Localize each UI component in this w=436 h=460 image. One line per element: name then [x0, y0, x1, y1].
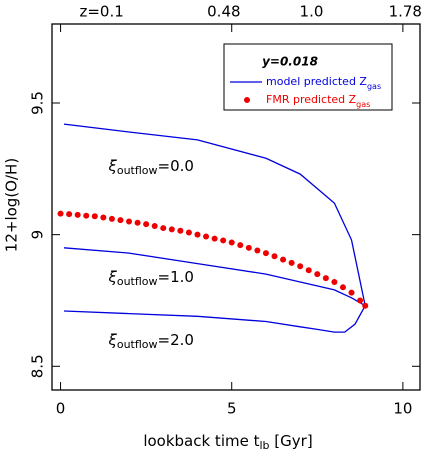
legend-subscript: gas — [356, 100, 370, 109]
fmr-point — [83, 212, 90, 219]
fmr-point — [91, 213, 98, 220]
fmr-point — [237, 242, 244, 249]
fmr-point — [314, 271, 321, 278]
annotation-text: =2.0 — [158, 330, 194, 348]
model-curve — [63, 305, 366, 333]
x-tick-label: 10 — [393, 400, 412, 418]
x2-tick-label: z=0.1 — [79, 3, 123, 21]
legend-swatch — [244, 97, 250, 103]
fmr-point — [297, 263, 304, 270]
x2-tick-label: 1.0 — [300, 3, 324, 21]
fmr-point — [151, 222, 158, 229]
annotation: ξoutflow=0.0 — [107, 157, 193, 178]
fmr-point — [280, 256, 287, 263]
fmr-point — [177, 227, 184, 234]
fmr-point — [203, 233, 210, 240]
fmr-point — [168, 226, 175, 233]
model-curve — [63, 123, 366, 306]
legend-label: model predicted Zgas — [266, 75, 381, 91]
fmr-point — [185, 229, 192, 236]
fmr-point — [194, 231, 201, 238]
fmr-point — [262, 250, 269, 257]
fmr-point — [108, 215, 115, 222]
fmr-point — [220, 237, 227, 244]
annotation-text: =0.0 — [158, 157, 194, 175]
fmr-point — [74, 211, 81, 218]
fmr-point — [134, 219, 141, 226]
x-tick-label: 5 — [227, 400, 237, 418]
x-tick-label: 0 — [56, 400, 66, 418]
fmr-point — [100, 214, 107, 221]
legend-label: FMR predicted Zgas — [266, 93, 370, 109]
fmr-point — [322, 275, 329, 282]
legend-text: model predicted Z — [266, 75, 367, 88]
legend-text: FMR predicted Z — [266, 93, 357, 106]
legend-box — [223, 43, 393, 111]
fmr-point — [57, 210, 64, 217]
annotation-symbol: ξ — [107, 330, 117, 348]
fmr-point — [126, 218, 133, 225]
fmr-point — [117, 217, 124, 224]
x2-tick-label: 1.78 — [389, 3, 422, 21]
fmr-point — [245, 244, 252, 251]
x-axis-label: lookback time tlb [Gyr] — [143, 432, 312, 453]
y-tick-label: 9.5 — [29, 91, 47, 115]
fmr-point — [331, 279, 338, 286]
fmr-point — [339, 284, 346, 291]
plot-frame — [51, 23, 421, 391]
fmr-point — [66, 211, 73, 218]
y-tick-label: 8.5 — [29, 354, 47, 378]
y-axis-label: 12+log(O/H) — [3, 158, 21, 252]
fmr-point — [348, 289, 355, 296]
fmr-point — [288, 259, 295, 266]
fmr-point — [143, 221, 150, 228]
annotation-subscript: outflow — [117, 164, 158, 177]
fmr-point — [357, 297, 364, 304]
fmr-point — [211, 235, 218, 242]
legend-subscript: gas — [367, 82, 381, 91]
annotation: ξoutflow=2.0 — [107, 330, 193, 351]
annotation-text: =1.0 — [158, 267, 194, 285]
x-label-text: lookback time t — [143, 432, 259, 450]
model-curve — [63, 247, 366, 307]
legend-title: y=0.018 — [262, 55, 318, 69]
annotation-subscript: outflow — [117, 338, 158, 351]
y-tick-label: 9 — [29, 230, 47, 240]
fmr-point — [160, 225, 167, 232]
annotation: ξoutflow=1.0 — [107, 267, 193, 288]
annotation-subscript: outflow — [117, 275, 158, 288]
x-label-suffix: [Gyr] — [270, 432, 313, 450]
annotation-symbol: ξ — [107, 267, 117, 285]
fmr-point — [271, 253, 278, 260]
fmr-point — [362, 302, 369, 309]
fmr-point — [305, 267, 312, 274]
x-label-subscript: lb — [259, 439, 269, 452]
fmr-point — [254, 247, 261, 254]
annotation-symbol: ξ — [107, 157, 117, 175]
fmr-point — [228, 239, 235, 246]
x2-tick-label: 0.48 — [207, 3, 240, 21]
